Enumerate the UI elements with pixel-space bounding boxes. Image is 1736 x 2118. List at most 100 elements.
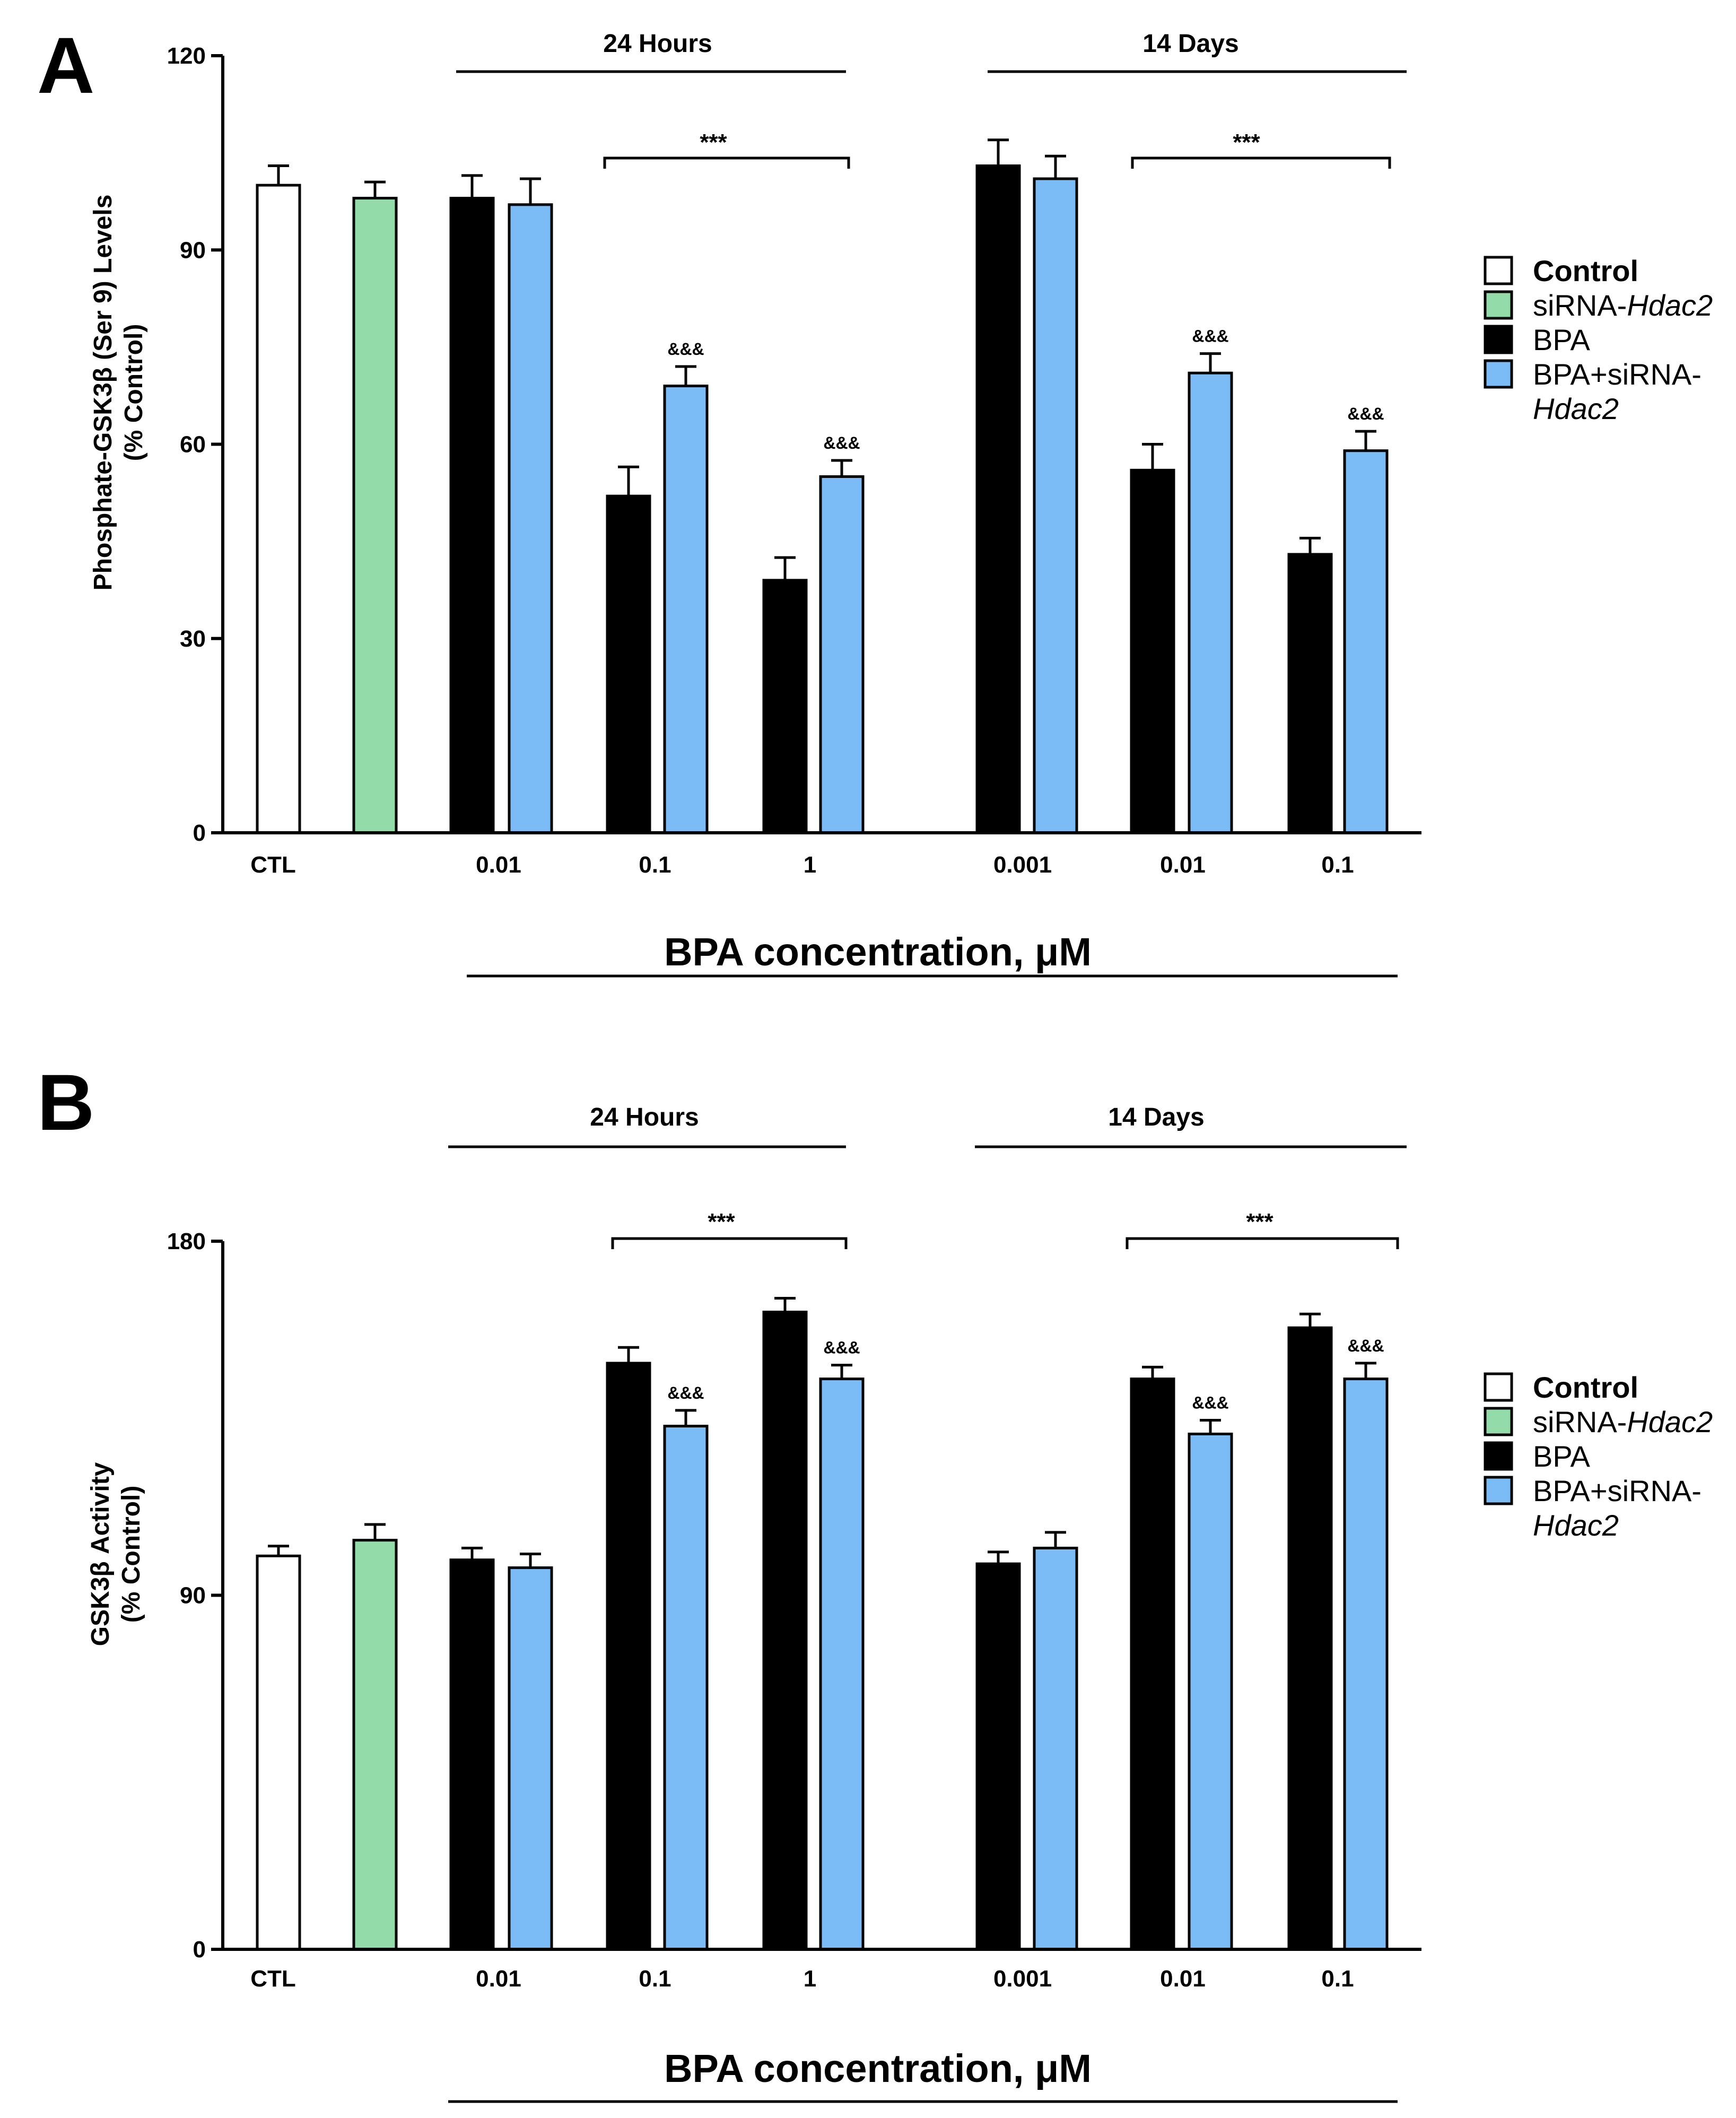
- bar-significance-mark: &&&: [823, 1338, 860, 1357]
- legend-swatch-control: [1484, 256, 1513, 285]
- bar-bpa_sirna: [819, 1378, 865, 1951]
- legend-swatch-bpa_sirna: [1484, 359, 1513, 389]
- bar-bpa: [762, 579, 808, 834]
- panel-a-sig-24h: ***: [603, 129, 850, 169]
- panel-a-sig-14d-bracket: [1131, 156, 1391, 169]
- panel-a-sig-24h-stars: ***: [700, 129, 727, 155]
- panel-b-sig-14d-stars: ***: [1246, 1209, 1273, 1235]
- panel-a-period-24h: 24 Hours: [603, 30, 712, 58]
- panel-b-ylabel-line1: GSK3β Activity: [86, 1462, 115, 1646]
- legend-label-italic: Hdac2: [1627, 289, 1713, 322]
- y-tick-label: 30: [180, 626, 206, 652]
- bar-bpa_sirna: [508, 203, 553, 834]
- bar-significance-mark: &&&: [1192, 327, 1228, 346]
- bar-bpa_sirna: [819, 475, 865, 834]
- legend-label-text: siRNA-: [1533, 1405, 1627, 1439]
- bar-bpa: [1287, 1326, 1333, 1951]
- legend-label-italic: Hdac2: [1533, 1509, 1619, 1542]
- bar-significance-mark: &&&: [1347, 404, 1384, 423]
- y-tick-label: 90: [180, 237, 206, 263]
- bar-bpa_sirna: [1343, 449, 1389, 834]
- legend-swatch-bpa: [1484, 325, 1513, 354]
- x-category-label: 1: [804, 852, 816, 878]
- bar-bpa: [975, 164, 1021, 834]
- panel-a-sig-24h-bracket: [603, 156, 850, 169]
- legend-swatch-sirna: [1484, 1407, 1513, 1436]
- legend-label-control: Control: [1533, 254, 1638, 287]
- panel-b-ylabel: GSK3β Activity (% Control): [86, 1462, 145, 1646]
- panel-b-sig-14d-bracket: [1126, 1237, 1399, 1249]
- bar-significance-mark: &&&: [823, 433, 860, 452]
- bar-bpa_sirna: [663, 385, 709, 834]
- legend-label-bpa: BPA: [1533, 1440, 1591, 1473]
- bar-bpa: [606, 494, 651, 834]
- x-category-label: 0.1: [1321, 852, 1354, 878]
- bar-sirna: [352, 197, 398, 834]
- legend-label-italic: Hdac2: [1533, 392, 1619, 425]
- panel-a-ylabel-line2: (% Control): [120, 324, 148, 461]
- x-category-label: CTL: [250, 852, 296, 878]
- y-tick-label: 60: [180, 432, 206, 458]
- legend-label-control: Control: [1533, 1371, 1638, 1404]
- x-category-label: 0.001: [993, 1966, 1052, 1992]
- panel-b-period-14d: 14 Days: [1108, 1103, 1204, 1131]
- x-category-label: 0.1: [639, 1966, 671, 1992]
- bar-bpa: [1130, 468, 1175, 834]
- legend-swatch-control: [1484, 1372, 1513, 1402]
- panel-a-period-14d: 14 Days: [1142, 30, 1238, 58]
- legend-label-sirna: siRNA-Hdac2: [1533, 1405, 1713, 1439]
- legend-swatch-bpa_sirna: [1484, 1476, 1513, 1505]
- legend-label-bpa: BPA: [1533, 323, 1591, 356]
- x-category-label: 0.1: [1321, 1966, 1354, 1992]
- y-tick-label: 0: [193, 1937, 206, 1963]
- bar-bpa_sirna: [1188, 1432, 1233, 1951]
- legend-label-bpa_sirna: BPA+siRNA-: [1533, 358, 1702, 391]
- bar-bpa: [449, 1558, 495, 1951]
- panel-b-ylabel-line2: (% Control): [117, 1486, 145, 1623]
- bar-bpa_sirna: [663, 1425, 709, 1951]
- bar-bpa_sirna: [1033, 177, 1078, 834]
- bar-bpa: [1130, 1378, 1175, 1951]
- bar-bpa: [762, 1311, 808, 1951]
- panel-a-ylabel: Phosphate-GSK3β (Ser 9) Levels (% Contro…: [89, 195, 148, 591]
- panel-b-xlabel: BPA concentration, μM: [664, 2046, 1092, 2090]
- bar-significance-mark: &&&: [1347, 1336, 1384, 1355]
- panel-a-axes: 0 30 60 90 120 CTL 0.01 0.1 1 0.001 0.01 0.1: [167, 43, 1421, 878]
- x-category-label: 0.01: [1160, 1966, 1206, 1992]
- x-category-label: 0.001: [993, 852, 1052, 878]
- panel-b-sig-24h-bracket: [611, 1237, 848, 1249]
- panel-b-sig-24h: ***: [611, 1209, 848, 1249]
- legend-label-text: siRNA-: [1533, 289, 1627, 322]
- y-tick-label: 180: [167, 1228, 206, 1254]
- panel-a-xlabel: BPA concentration, μM: [664, 930, 1092, 974]
- legend-label-bpa_sirna: BPA+siRNA-: [1533, 1474, 1702, 1507]
- legend-swatch-sirna: [1484, 290, 1513, 320]
- bar-significance-mark: &&&: [1192, 1393, 1228, 1412]
- panel-a-bars: &&& &&& &&& &&&: [256, 138, 1389, 834]
- panel-a-sig-14d-stars: ***: [1233, 129, 1260, 155]
- x-category-label: 0.01: [1160, 852, 1206, 878]
- panel-b-sig-14d: ***: [1126, 1209, 1399, 1249]
- panel-b-bars: &&& &&& &&& &&&: [256, 1297, 1389, 1951]
- bar-bpa_sirna: [508, 1566, 553, 1951]
- panel-b-sig-24h-stars: ***: [708, 1209, 735, 1235]
- x-category-label: 1: [804, 1966, 816, 1992]
- x-category-label: 0.01: [476, 1966, 521, 1992]
- y-tick-label: 120: [167, 43, 206, 69]
- legend-label-text: Control: [1533, 1371, 1638, 1404]
- legend-swatch-bpa: [1484, 1441, 1513, 1471]
- x-category-label: CTL: [250, 1966, 296, 1992]
- panel-b-axes: 0 90 180 CTL 0.01 0.1 1 0.001 0.01 0.1: [167, 1228, 1421, 1992]
- bar-bpa_sirna: [1033, 1547, 1078, 1951]
- bar-bpa: [449, 197, 495, 834]
- y-tick-label: 0: [193, 820, 206, 846]
- bar-control: [256, 184, 301, 834]
- legend-label-text: Control: [1533, 254, 1638, 287]
- panel-b: B &&& &&& &&& &&& 0 90 180 CTL 0.01 0.1 1 0.001 0.0…: [37, 1058, 1713, 2103]
- legend-label-text: BPA: [1533, 323, 1591, 356]
- bar-sirna: [352, 1539, 398, 1951]
- bar-significance-mark: &&&: [667, 339, 704, 359]
